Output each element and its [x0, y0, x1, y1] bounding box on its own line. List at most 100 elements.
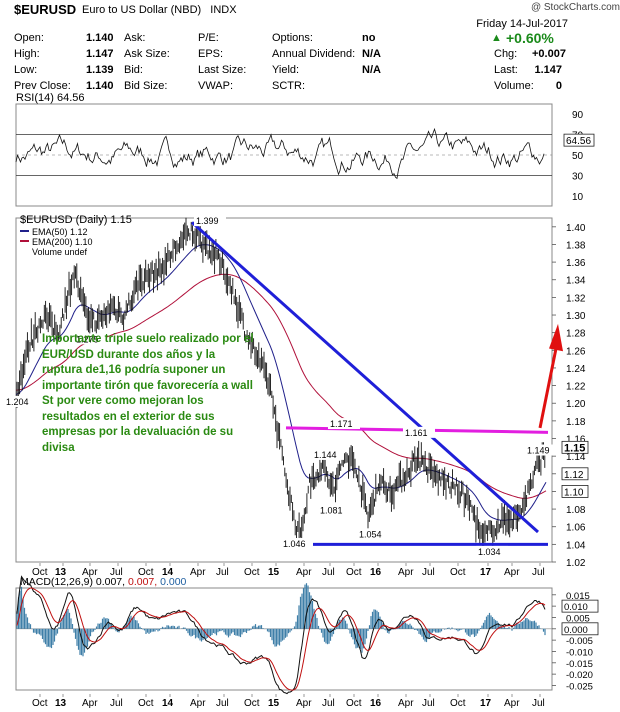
macd-x-label: Oct	[32, 698, 48, 709]
option-value: no	[362, 32, 376, 44]
right-value: +0.007	[532, 48, 566, 60]
price-tick-label: 1.08	[566, 505, 586, 516]
right-label: Volume:	[494, 80, 534, 92]
macd-x-label: Jul	[422, 698, 435, 709]
rsi-tick-label: 90	[572, 110, 584, 121]
change-arrow-icon: ▲	[491, 32, 502, 44]
macd-x-label: 14	[162, 698, 174, 709]
price-annotation: 1.034	[478, 547, 501, 557]
ask-label: Ask:	[124, 32, 146, 44]
price-x-label: Apr	[296, 567, 312, 578]
price-tick-label: 1.04	[566, 540, 586, 551]
price-tick-label: 1.30	[566, 311, 586, 322]
price-annotation: 1.275	[76, 334, 99, 344]
macd-histogram	[16, 583, 546, 657]
price-annotation-bg	[281, 538, 313, 550]
price-annotation: 1.046	[283, 539, 306, 549]
option-label: Annual Dividend:	[272, 48, 356, 60]
price-annotation-bg	[328, 418, 360, 430]
price-annotation-bg	[525, 444, 557, 456]
rsi-tick-label: 10	[572, 192, 584, 203]
ask-label: Ask Size:	[124, 48, 170, 60]
quote-header: $EURUSD Euro to US Dollar (NBD) INDX @ S…	[14, 0, 620, 92]
quote-value: 1.147	[86, 48, 114, 60]
price-x-label: Apr	[504, 567, 520, 578]
macd-x-label: 15	[268, 698, 280, 709]
quote-value: 1.140	[86, 80, 114, 92]
price-x-label: Jul	[110, 567, 123, 578]
macd-legend-part: MACD(12,26,9)	[20, 576, 96, 588]
price-x-label: 15	[268, 567, 280, 578]
macd-value-tag-text: 0.000	[564, 625, 588, 636]
ema50-legend-swatch	[20, 230, 29, 232]
downtrend-line	[190, 221, 540, 534]
price-tick-label: 1.34	[566, 276, 586, 287]
macd-x-label: Oct	[450, 698, 466, 709]
quote-label: Low:	[14, 64, 38, 76]
option-label: Options:	[272, 32, 313, 44]
price-annotation-bg	[476, 545, 508, 557]
macd-x-label: 13	[55, 698, 67, 709]
rsi-tick-label: 30	[572, 171, 584, 182]
price-annotation-bg	[403, 426, 435, 438]
macd-x-label: Oct	[138, 698, 154, 709]
option-label: SCTR:	[272, 80, 305, 92]
macd-x-label: 17	[480, 698, 492, 709]
macd-x-label: Jul	[322, 698, 335, 709]
price-tick-label: 1.14	[566, 452, 586, 463]
macd-signal-line	[16, 587, 546, 691]
instrument-title: Euro to US Dollar (NBD)	[82, 4, 202, 16]
price-value-tag-text: 1.15	[564, 442, 585, 454]
pe-label: P/E:	[198, 32, 219, 44]
price-x-label: Oct	[32, 567, 48, 578]
macd-value-tag-text: 0.010	[564, 602, 588, 613]
breakout-arrow-shaft	[538, 348, 558, 429]
price-x-label: 13	[55, 567, 67, 578]
price-annotation: 1.204	[6, 397, 29, 407]
macd-legend-part: 0.007,	[96, 576, 128, 588]
price-annotation: 1.171	[330, 419, 353, 429]
price-value-tag	[561, 467, 589, 481]
pe-label: Last Size:	[198, 64, 247, 76]
macd-x-label: Oct	[244, 698, 260, 709]
price-value-tag	[561, 485, 589, 498]
macd-tick-label: -0.025	[566, 681, 593, 692]
macd-legend: MACD(12,26,9) 0.007, 0.007, 0.000	[20, 576, 187, 588]
ema200-legend-swatch	[20, 240, 29, 242]
macd-tick-label: 0.005	[566, 613, 590, 624]
macd-tick-label: -0.005	[566, 636, 593, 647]
price-tick-label: 1.36	[566, 258, 586, 269]
right-value: 0	[555, 80, 562, 92]
price-annotation-bg	[194, 215, 226, 227]
pe-label: EPS:	[198, 48, 224, 60]
price-annotation-bg	[312, 448, 344, 460]
price-x-label: Oct	[346, 567, 362, 578]
volume-legend-label: Volume undef	[32, 247, 88, 257]
price-annotation-bg	[357, 528, 389, 540]
quote-label: High:	[14, 48, 40, 60]
quote-label: Open:	[14, 32, 44, 44]
price-annotation: 1.399	[196, 216, 219, 226]
macd-tick-label: 0.015	[566, 591, 590, 602]
price-annotation: 1.054	[359, 529, 382, 539]
price-x-label: Jul	[216, 567, 229, 578]
macd-line	[16, 575, 546, 695]
price-x-label: Jul	[422, 567, 435, 578]
price-tick-label: 1.38	[566, 240, 586, 251]
price-x-label: Apr	[398, 567, 414, 578]
price-value-tag-text: 1.12	[564, 470, 584, 481]
macd-x-label: 16	[370, 698, 382, 709]
price-tick-label: 1.28	[566, 329, 586, 340]
price-tick-label: 1.20	[566, 399, 586, 410]
macd-legend-part: 0.007,	[128, 576, 160, 588]
annotation-note: Importante triple suelo realizado por el…	[42, 333, 254, 454]
rsi-value-tag	[563, 133, 595, 147]
price-bars	[16, 217, 546, 551]
macd-x-label: Apr	[398, 698, 414, 709]
price-tick-label: 1.02	[566, 558, 586, 569]
option-value: N/A	[362, 48, 381, 60]
price-tick-label: 1.06	[566, 523, 586, 534]
source-credit: @ StockCharts.com	[530, 2, 620, 13]
price-tick-label: 1.22	[566, 382, 586, 393]
price-tick-label: 1.16	[566, 435, 586, 446]
